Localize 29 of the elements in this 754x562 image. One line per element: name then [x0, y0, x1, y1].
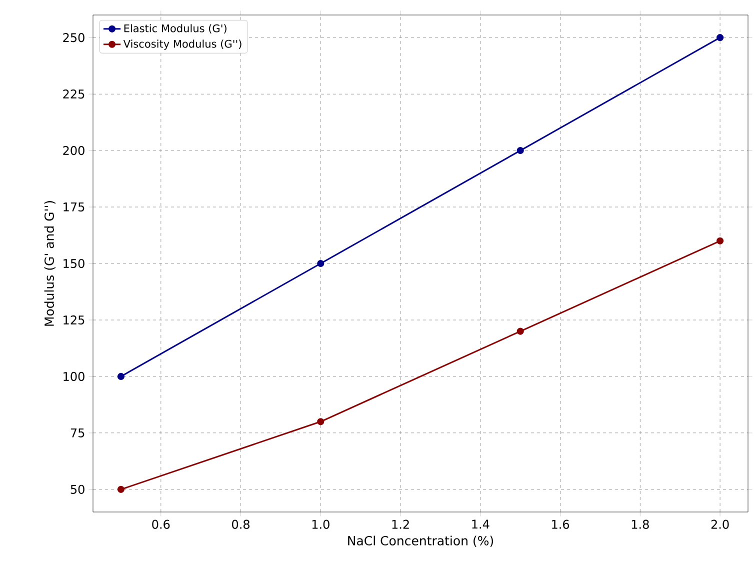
x-tick-label: 0.8 [232, 520, 250, 529]
point [716, 237, 724, 244]
point [516, 328, 524, 335]
point [117, 372, 125, 380]
x-axis-title: NaCl Concentration (%) [348, 536, 494, 547]
y-tick-label: 75 [70, 428, 84, 438]
y-tick-label: 175 [64, 202, 84, 212]
x-tick-label: 1.6 [552, 520, 570, 529]
point [317, 418, 324, 426]
y-tick-label: 250 [63, 33, 84, 42]
x-tick-label: 1.2 [392, 520, 409, 529]
x-tick-label: 1.0 [312, 520, 330, 529]
point [317, 260, 324, 268]
x-tick-label: 1.4 [472, 520, 490, 529]
y-axis-title: Modulus (G' and G'') [44, 201, 56, 326]
point [516, 146, 524, 154]
y-tick-label: 225 [63, 90, 84, 99]
y-tick-label: 50 [70, 484, 84, 494]
y-tick-label: 200 [63, 146, 84, 156]
point [716, 34, 724, 42]
point [117, 486, 125, 493]
legend-label: Viscosity Modulus (G'') [123, 40, 242, 50]
legend-label: Elastic Modulus (G') [124, 24, 226, 34]
y-tick-label: 150 [64, 258, 84, 268]
x-tick-label: 2.0 [711, 520, 729, 529]
y-tick-label: 100 [64, 372, 84, 381]
y-tick-label: 125 [64, 315, 84, 325]
x-tick-label: 0.6 [152, 520, 170, 529]
x-tick-label: 1.8 [632, 520, 649, 529]
